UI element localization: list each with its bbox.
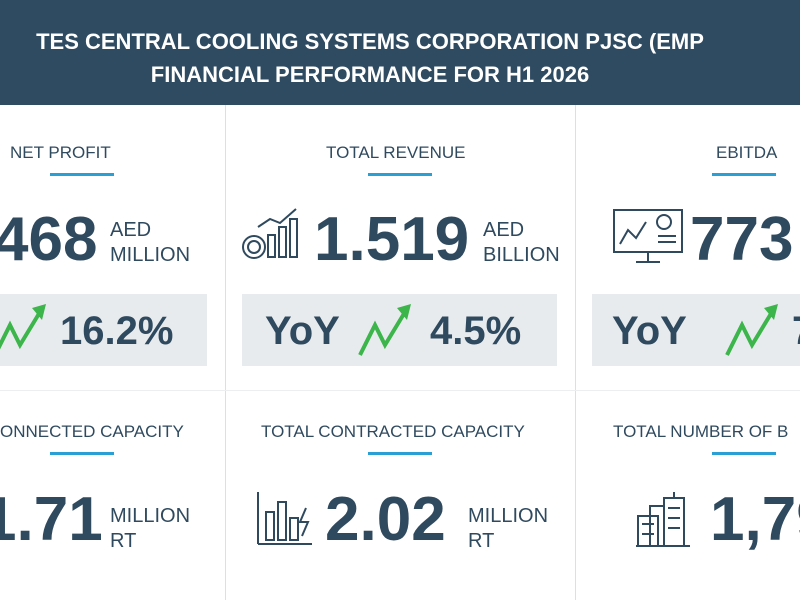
card-label: EBITDA	[716, 143, 778, 162]
underline	[368, 452, 432, 455]
card-value: 2.02	[325, 485, 446, 554]
card-value: 1.71	[0, 485, 103, 554]
unit: AED	[483, 219, 525, 241]
header-title: FINANCIAL PERFORMANCE FOR H1 2026	[150, 62, 590, 87]
yoy-box	[0, 294, 207, 366]
unit: MILLION	[110, 505, 191, 527]
unit: RT	[468, 530, 495, 552]
unit: AED	[110, 219, 152, 241]
yoy-value: 7	[792, 311, 800, 351]
yoy-label: YoY	[265, 309, 340, 353]
unit: MILLION	[110, 244, 191, 266]
building-icon	[636, 492, 690, 547]
yoy-value: 16.2%	[60, 309, 174, 353]
monitor-icon	[613, 209, 683, 263]
card-label: ONNECTED CAPACITY	[0, 422, 184, 441]
unit: BILLION	[483, 244, 560, 266]
unit: MILLION	[468, 505, 549, 527]
underline	[50, 173, 114, 176]
capacity-icon	[257, 492, 312, 545]
unit: RT	[110, 530, 137, 552]
card-value: 1.519	[314, 205, 470, 274]
underline	[712, 173, 776, 176]
card-value: 468	[0, 205, 98, 274]
revenue-icon	[242, 208, 298, 259]
card-value: 1,79	[710, 485, 800, 554]
card-label: TOTAL CONTRACTED CAPACITY	[261, 422, 525, 441]
separator	[575, 105, 576, 600]
card-label: TOTAL REVENUE	[326, 143, 466, 162]
yoy-value: 4.5%	[430, 309, 522, 353]
underline	[712, 452, 776, 455]
separator	[0, 390, 800, 391]
yoy-label: YoY	[612, 309, 687, 353]
growth-arrow	[0, 304, 46, 350]
card-value: 773	[690, 205, 794, 274]
separator	[225, 105, 226, 600]
yoy-box	[242, 294, 557, 366]
header	[0, 0, 800, 105]
underline	[50, 452, 114, 455]
growth-arrow	[358, 304, 411, 356]
growth-arrow	[725, 304, 778, 356]
card-label: TOTAL NUMBER OF B	[613, 422, 789, 441]
header-title: TES CENTRAL COOLING SYSTEMS CORPORATION …	[36, 29, 704, 54]
yoy-box	[592, 294, 800, 366]
card-label: NET PROFIT	[10, 143, 111, 162]
underline	[368, 173, 432, 176]
